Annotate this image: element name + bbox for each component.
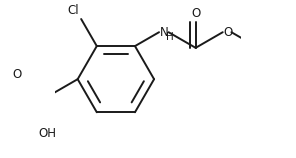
Text: Cl: Cl (68, 4, 79, 17)
Text: N: N (160, 26, 169, 39)
Text: O: O (191, 7, 200, 20)
Text: OH: OH (38, 127, 57, 140)
Text: O: O (223, 26, 233, 39)
Text: O: O (12, 68, 22, 81)
Text: H: H (166, 32, 174, 42)
